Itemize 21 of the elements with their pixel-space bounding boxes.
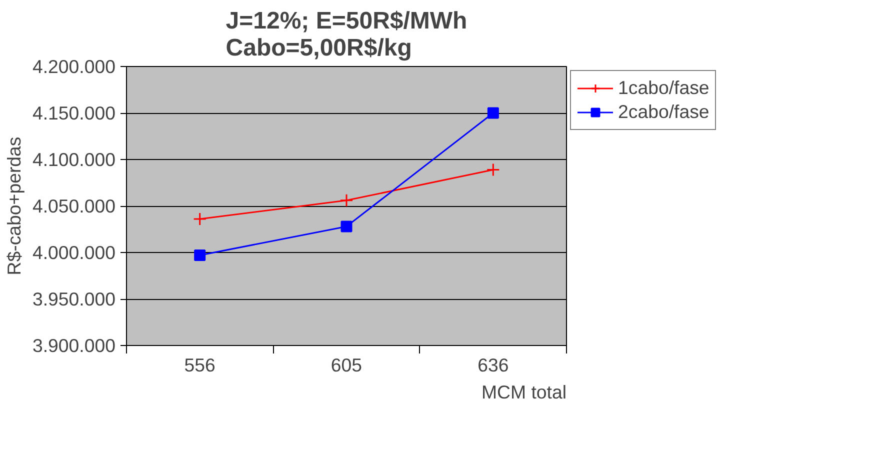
x-tick-label: 556	[184, 354, 216, 376]
y-tick-label: 3.900.000	[32, 335, 116, 356]
y-tick-label: 4.000.000	[32, 242, 116, 263]
point	[194, 250, 206, 262]
y-axis-title: R$-cabo+perdas	[4, 136, 25, 276]
x-tick-label: 636	[478, 354, 509, 376]
point	[340, 194, 354, 208]
point	[486, 162, 500, 176]
y-tick-label: 4.150.000	[32, 102, 116, 124]
legend-label: 1cabo/fase	[618, 77, 710, 99]
y-tick-label: 3.950.000	[32, 288, 116, 310]
y-tick-label: 4.050.000	[32, 196, 116, 216]
y-tick-label: 4.200.000	[32, 56, 116, 77]
y-tick-label: 4.100.000	[32, 149, 116, 170]
point	[487, 107, 499, 119]
point	[340, 220, 352, 232]
x-tick-label: 605	[330, 354, 362, 376]
point	[193, 212, 207, 226]
chart-title: J=12%; E=50R$/MWh Cabo=5,00R$/kg	[226, 8, 468, 62]
x-axis-title: MCM total	[482, 382, 567, 402]
legend-label: 2cabo/fase	[618, 101, 710, 123]
